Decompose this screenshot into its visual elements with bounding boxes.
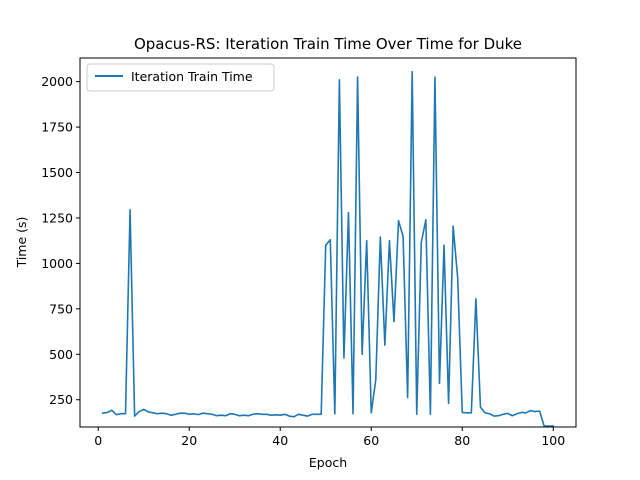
y-tick-label: 1000 xyxy=(41,256,73,271)
x-tick-label: 60 xyxy=(363,433,379,448)
legend-box xyxy=(86,63,275,92)
y-tick-label: 750 xyxy=(49,301,73,316)
y-tick-label: 1750 xyxy=(41,120,73,135)
legend: Iteration Train Time xyxy=(86,63,275,92)
x-axis: 0 20 40 60 80 100 xyxy=(94,427,565,448)
series-line xyxy=(101,70,555,427)
y-tick-label: 500 xyxy=(49,347,73,362)
y-axis: 250 500 750 1000 1250 1500 1750 2000 xyxy=(41,74,80,407)
y-tick-label: 250 xyxy=(49,392,73,407)
chart-title: Opacus-RS: Iteration Train Time Over Tim… xyxy=(134,35,522,53)
plot-frame xyxy=(79,57,577,428)
legend-label: Iteration Train Time xyxy=(131,69,253,84)
x-tick-label: 100 xyxy=(541,433,565,448)
x-tick-label: 0 xyxy=(94,433,102,448)
y-tick-label: 1500 xyxy=(41,165,73,180)
y-axis-label: Time (s) xyxy=(14,217,29,269)
x-tick-label: 20 xyxy=(181,433,197,448)
x-tick-label: 80 xyxy=(454,433,470,448)
y-tick-label: 1250 xyxy=(41,210,73,225)
x-axis-label: Epoch xyxy=(309,455,347,470)
x-tick-label: 40 xyxy=(272,433,288,448)
plot-area xyxy=(101,70,555,427)
y-tick-label: 2000 xyxy=(41,74,73,89)
